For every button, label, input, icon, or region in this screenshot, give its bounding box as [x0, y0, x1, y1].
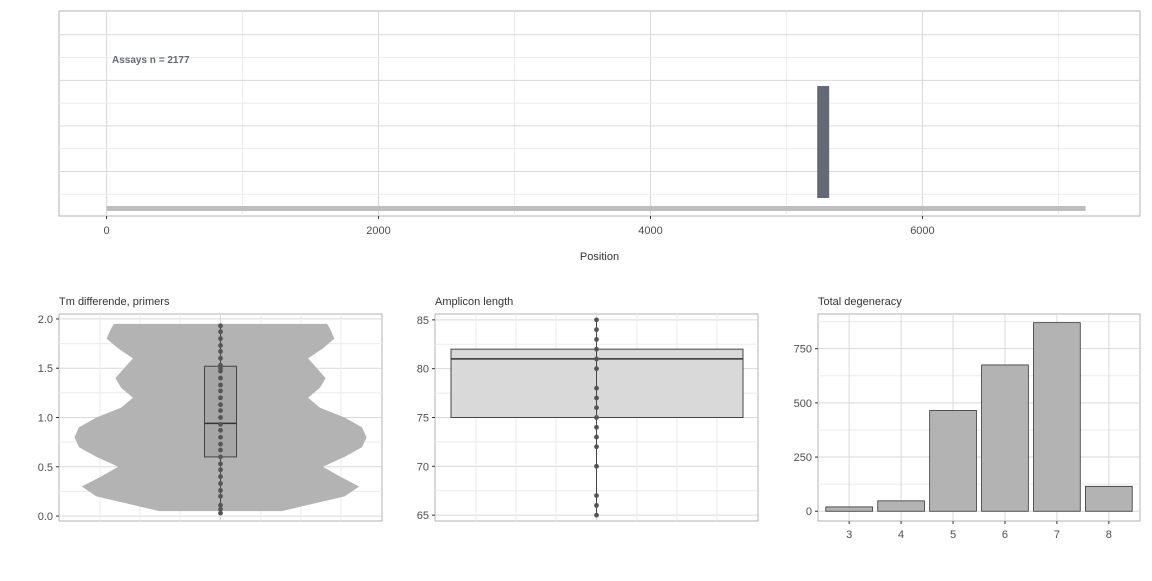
x-tick-label: 3	[846, 529, 852, 541]
position-marks	[106, 86, 1086, 211]
degeneracy-ticks: 3 4 5 6 7 8 0 250 500 750	[794, 344, 1112, 541]
data-point	[218, 415, 223, 420]
data-point	[594, 317, 599, 323]
data-point	[594, 327, 599, 333]
data-point	[218, 474, 223, 480]
data-point	[594, 493, 599, 499]
y-tick-label: 80	[417, 364, 429, 376]
bar-degeneracy-6	[981, 364, 1029, 512]
data-point	[218, 382, 223, 388]
data-point	[218, 427, 223, 433]
tm-marks	[74, 323, 367, 516]
data-point	[218, 506, 223, 512]
y-tick-label: 2.0	[38, 314, 53, 326]
y-tick-label: 0.0	[38, 511, 53, 523]
amplicon-marks	[450, 317, 744, 518]
data-point	[594, 385, 599, 391]
amplicon-panel: Amplicon length 65 70 75 80 85	[417, 296, 759, 522]
y-tick-label: 1.0	[38, 413, 53, 425]
data-point	[218, 375, 223, 381]
data-point	[594, 366, 599, 372]
x-tick-label: 2000	[366, 225, 390, 237]
y-tick-label: 250	[794, 452, 812, 464]
degeneracy-marks	[825, 322, 1133, 512]
y-tick-label: 0	[806, 506, 812, 518]
x-tick-label: 7	[1054, 529, 1060, 541]
amplicon-y-ticks: 65 70 75 80 85	[417, 315, 435, 522]
position-panel: 0 2000 4000 6000 Assays n = 2177 Position	[58, 10, 1141, 263]
x-tick-label: 6	[1002, 529, 1008, 541]
data-point	[594, 415, 599, 420]
position-x-ticks: 0 2000 4000 6000	[104, 216, 935, 237]
data-point	[594, 434, 599, 440]
data-point	[218, 402, 223, 408]
x-tick-label: 4	[898, 529, 904, 541]
data-point	[218, 467, 223, 473]
degeneracy-panel: Total degeneracy 3 4 5 6 7 8 0 250 500 750	[794, 296, 1141, 541]
data-point	[218, 349, 223, 354]
data-point	[218, 355, 223, 361]
x-tick-label: 4000	[638, 225, 662, 237]
data-point	[218, 362, 223, 368]
bar-degeneracy-3	[825, 506, 873, 512]
y-tick-label: 75	[417, 413, 429, 425]
data-point	[594, 405, 599, 411]
amplicon-panel-title: Amplicon length	[435, 296, 513, 308]
assays-annotation: Assays n = 2177	[112, 55, 190, 66]
data-point	[218, 447, 223, 453]
bar-degeneracy-8	[1085, 485, 1133, 512]
data-point	[594, 444, 599, 450]
data-point	[218, 454, 223, 460]
y-tick-label: 0.5	[38, 462, 53, 474]
x-tick-label: 8	[1106, 529, 1112, 541]
data-point	[594, 512, 599, 518]
x-tick-label: 6000	[910, 225, 934, 237]
data-point	[594, 424, 599, 430]
y-tick-label: 70	[417, 461, 429, 473]
bar-degeneracy-7	[1033, 322, 1081, 512]
data-point	[218, 323, 223, 329]
data-point	[218, 493, 223, 499]
tm-panel: Tm differende, primers 0.0 0.5 1.0 1.5 2.0	[38, 296, 383, 523]
data-point	[218, 502, 223, 508]
data-point	[594, 356, 599, 362]
y-tick-label: 85	[417, 315, 429, 327]
x-tick-label: 5	[950, 529, 956, 541]
y-tick-label: 1.5	[38, 363, 53, 375]
data-point	[594, 336, 599, 342]
y-tick-label: 65	[417, 510, 429, 522]
tm-panel-title: Tm differende, primers	[59, 296, 170, 308]
assay-region-bar	[817, 86, 830, 198]
data-point	[218, 388, 223, 394]
data-point	[218, 461, 223, 467]
bar-degeneracy-4	[877, 500, 925, 512]
data-point	[218, 408, 223, 413]
data-point	[218, 422, 223, 427]
data-point	[218, 329, 223, 335]
data-point	[218, 395, 223, 401]
position-grid	[59, 11, 1140, 216]
genome-bar	[106, 206, 1086, 211]
position-x-axis-title: Position	[580, 251, 619, 263]
x-tick-label: 0	[104, 225, 110, 237]
y-tick-label: 500	[794, 398, 812, 410]
data-point	[218, 336, 223, 342]
data-point	[594, 502, 599, 508]
y-tick-label: 750	[794, 344, 812, 356]
data-point	[218, 441, 223, 447]
data-point	[594, 395, 599, 401]
position-plot-border	[58, 10, 1141, 217]
data-point	[218, 488, 223, 493]
data-point	[218, 481, 223, 486]
data-point	[218, 434, 223, 440]
data-point	[218, 343, 223, 348]
data-point	[218, 510, 223, 516]
degeneracy-panel-title: Total degeneracy	[818, 296, 902, 308]
tm-y-ticks: 0.0 0.5 1.0 1.5 2.0	[38, 314, 59, 523]
bar-degeneracy-5	[929, 410, 977, 512]
data-point	[594, 346, 599, 352]
data-point	[594, 463, 599, 469]
